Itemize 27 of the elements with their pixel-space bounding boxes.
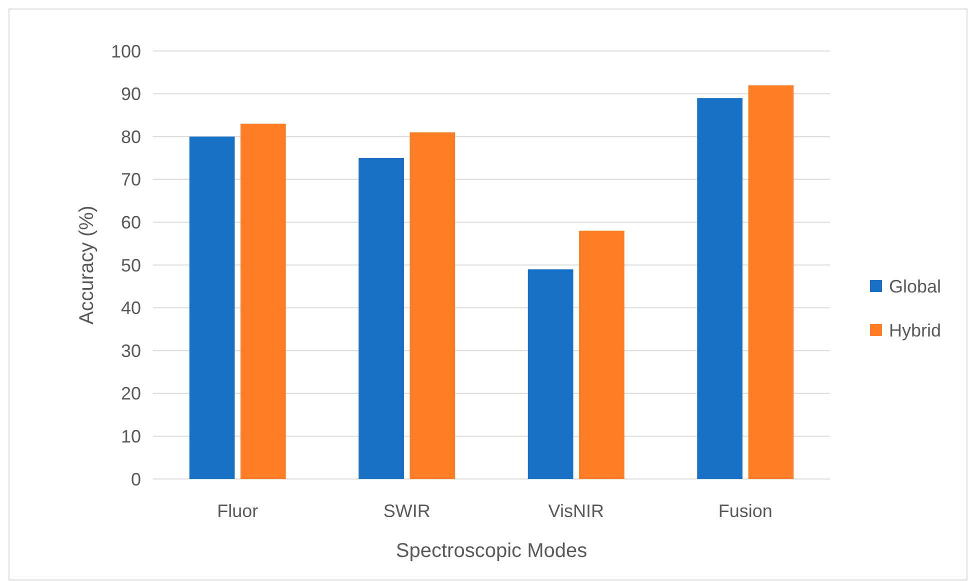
bar [358,158,404,479]
bar [189,136,235,479]
bar [748,85,794,479]
legend-label: Hybrid [889,320,942,340]
y-tick-label: 60 [120,212,141,232]
y-tick-label: 90 [120,84,141,104]
x-tick-label: Fluor [217,501,258,521]
y-tick-label: 20 [120,384,141,404]
y-tick-label: 10 [120,426,141,446]
x-axis-title: Spectroscopic Modes [396,540,588,562]
y-tick-label: 30 [120,340,141,361]
y-tick-label: 40 [120,298,141,318]
y-tick-label: 50 [120,255,141,276]
bar [240,124,286,479]
x-tick-label: Fusion [718,501,772,521]
y-tick-label: 70 [120,170,141,190]
bar [697,98,742,479]
y-axis-title: Accuracy (%) [76,206,98,324]
bar [410,132,456,479]
bar [579,230,624,479]
y-tick-label: 0 [130,469,141,490]
bar [528,269,574,479]
x-tick-label: VisNIR [548,501,604,521]
x-tick-label: SWIR [383,501,430,521]
y-tick-label: 80 [120,126,141,147]
legend-label: Global [889,276,942,296]
y-tick-label: 100 [110,41,141,62]
